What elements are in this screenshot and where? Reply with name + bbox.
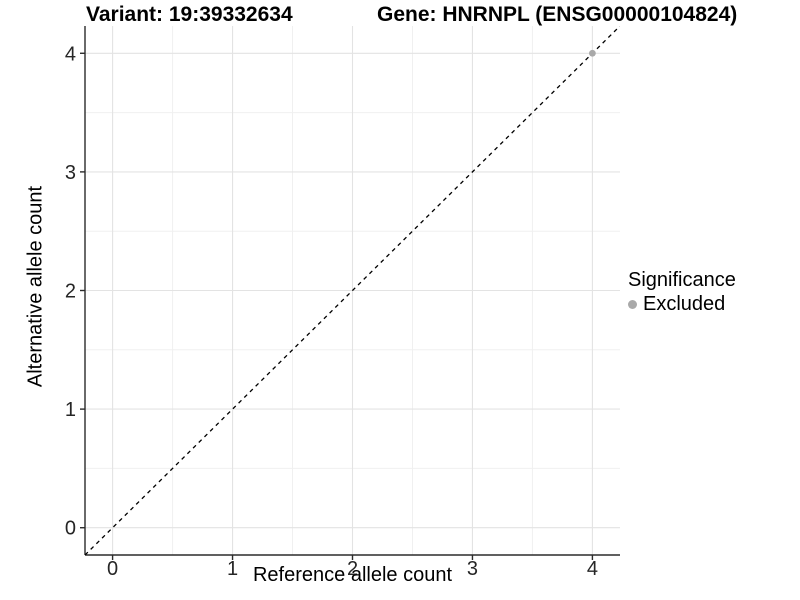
x-tick-label: 0 xyxy=(107,558,118,580)
y-tick-label: 4 xyxy=(65,43,76,65)
y-tick-label: 3 xyxy=(65,162,76,184)
geom-layer xyxy=(85,26,620,555)
x-tick-label: 4 xyxy=(587,558,598,580)
plot-title-gene: Gene: HNRNPL (ENSG00000104824) xyxy=(377,3,738,26)
y-tick-label: 1 xyxy=(65,399,76,421)
legend-key-dot-icon xyxy=(628,299,637,309)
x-axis-title: Reference allele count xyxy=(252,564,452,586)
legend-item: Excluded xyxy=(628,293,736,315)
y-tick-label: 0 xyxy=(65,518,76,540)
y-tick-label: 2 xyxy=(65,281,76,303)
x-tick-label: 1 xyxy=(227,558,238,580)
legend-item-label: Excluded xyxy=(643,293,726,315)
plot-title-variant: Variant: 19:39332634 xyxy=(86,3,293,26)
x-tick-label: 3 xyxy=(467,558,478,580)
x-tick-label: 2 xyxy=(347,558,358,580)
identity-line xyxy=(85,26,620,555)
legend-title: Significance xyxy=(628,269,736,291)
data-point xyxy=(589,49,596,57)
y-axis-title: Alternative allele count xyxy=(24,185,47,388)
legend: Significance Excluded xyxy=(628,269,736,315)
